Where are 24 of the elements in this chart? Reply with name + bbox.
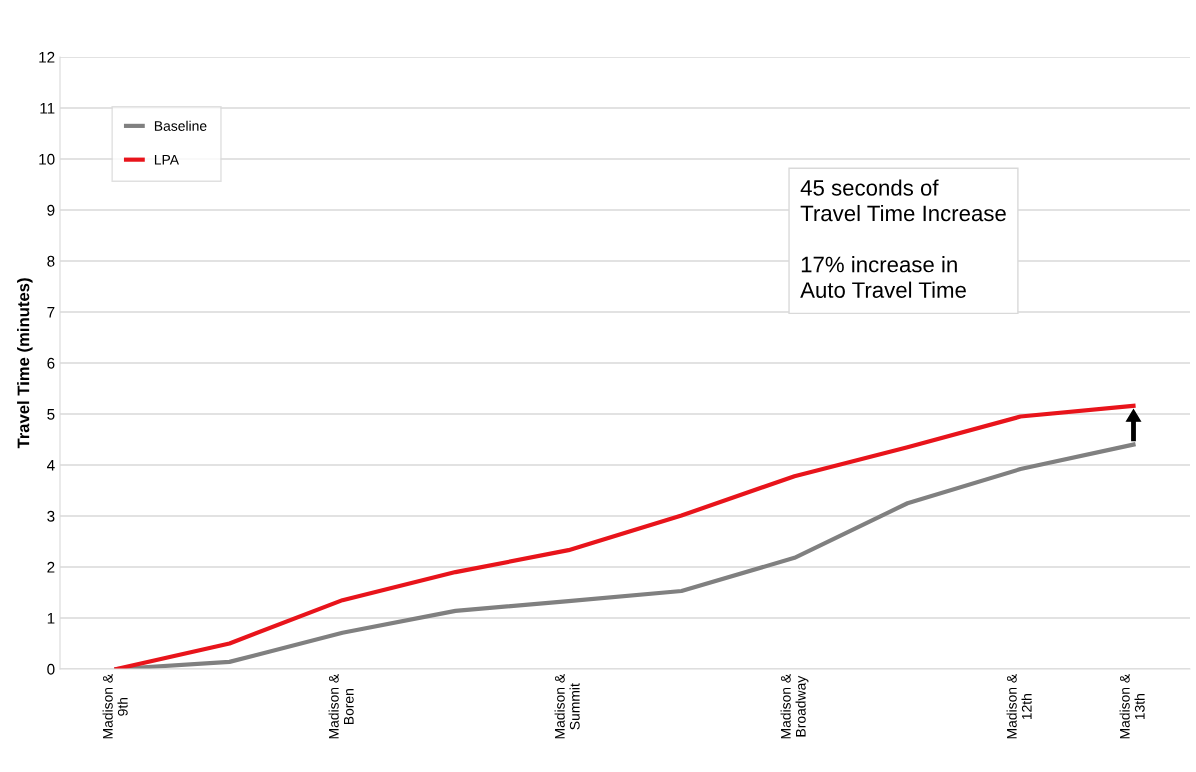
legend-label: LPA (154, 154, 180, 165)
y-tick-label: 8 (47, 255, 55, 267)
y-tick-label: 0 (47, 663, 55, 675)
x-tick-label: Madison & Boren (328, 674, 354, 739)
y-tick-label: 7 (47, 307, 55, 318)
y-tick-label: 10 (39, 153, 55, 165)
x-tick-label: Madison & 9th (102, 674, 128, 739)
y-tick-label: 5 (47, 409, 55, 420)
x-tick-label: Madison & Summit (554, 674, 580, 739)
y-axis-title: Travel Time (minutes) (17, 278, 33, 449)
y-tick-label: 12 (39, 51, 55, 63)
y-tick-label: 6 (47, 357, 55, 369)
annotation: 17% increase in Auto Travel Time (800, 256, 966, 298)
y-tick-label: 2 (47, 561, 55, 573)
legend-label: Baseline (154, 120, 207, 131)
x-tick-label: Madison & Broadway (780, 674, 809, 739)
annotation: 45 seconds of Travel Time Increase (800, 179, 1006, 222)
x-tick-label: Madison & 13th (1119, 674, 1145, 739)
y-tick-label: 9 (47, 204, 55, 216)
y-tick-label: 11 (40, 103, 55, 114)
y-tick-label: 1 (47, 613, 55, 624)
y-tick-label: 3 (47, 510, 55, 522)
y-tick-label: 4 (46, 460, 55, 471)
x-tick-label: Madison & 12th (1006, 674, 1032, 739)
